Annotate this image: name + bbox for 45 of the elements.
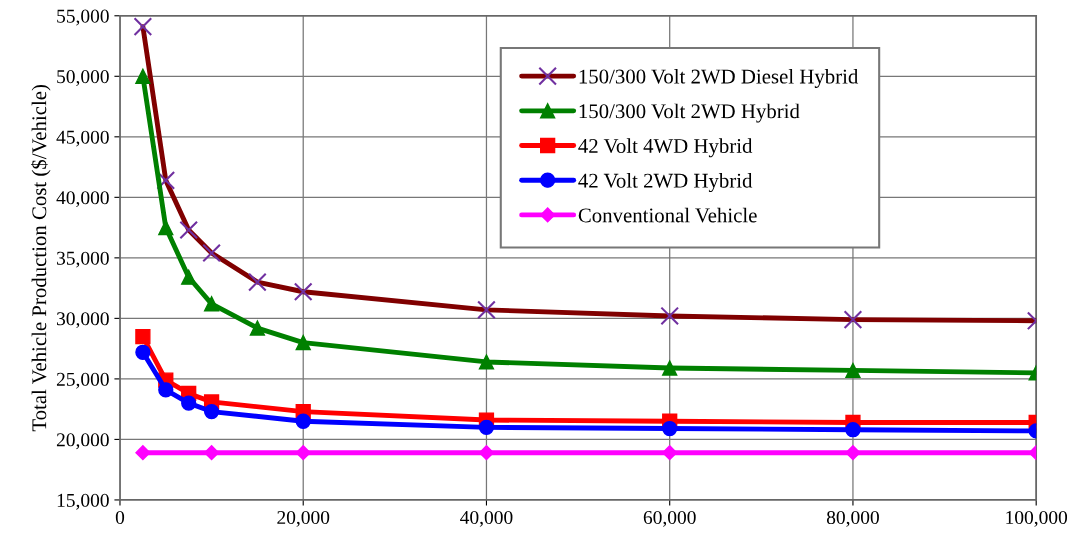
y-tick-label: 25,000 <box>56 372 109 389</box>
point <box>158 219 174 236</box>
legend-label: Conventional Vehicle <box>578 207 757 223</box>
point <box>135 68 151 84</box>
point <box>845 422 861 438</box>
y-tick-label: 35,000 <box>57 251 109 268</box>
x-tick-label: 20,000 <box>277 510 330 527</box>
y-tick-label: 55,000 <box>57 9 109 26</box>
legend-label: 150/300 Volt 2WD Hybrid <box>579 103 800 123</box>
y-tick-label: 45,000 <box>56 130 109 147</box>
x-tick-label: 40,000 <box>460 510 513 527</box>
y-tick-label: 15,000 <box>57 493 109 510</box>
legend-label: 42 Volt 2WD Hybrid <box>578 173 753 192</box>
point <box>181 395 197 411</box>
point <box>478 419 495 435</box>
point <box>181 269 197 285</box>
point <box>204 445 220 461</box>
point <box>662 445 678 461</box>
point <box>135 445 151 461</box>
point <box>845 362 861 379</box>
point <box>662 420 678 437</box>
x-tick-label: 60,000 <box>643 510 696 527</box>
y-tick-label: 50,000 <box>57 70 109 87</box>
legend-label: 150/300 Volt 2WD Diesel Hybrid <box>579 68 859 88</box>
point <box>135 344 151 360</box>
y-tick-label: 40,000 <box>56 191 109 208</box>
legend-label: 42 Volt 4WD Hybrid <box>578 138 753 158</box>
point <box>295 445 311 461</box>
point <box>662 360 678 376</box>
point <box>295 334 311 351</box>
y-axis-title: Total Vehicle Production Cost ($/Vehicle) <box>31 84 51 432</box>
point <box>478 354 495 370</box>
point <box>135 328 151 345</box>
point <box>478 445 495 461</box>
x-tick-label: 80,000 <box>826 510 879 527</box>
y-tick-label: 20,000 <box>56 433 109 450</box>
x-tick-label: 0 <box>115 510 125 525</box>
point <box>203 296 220 312</box>
x-tick-label: 100,000 <box>1006 510 1068 527</box>
point <box>203 403 220 420</box>
point <box>295 413 311 429</box>
y-tick-label: 30,000 <box>57 312 109 329</box>
point <box>249 320 266 336</box>
point <box>158 382 174 398</box>
point <box>845 445 861 461</box>
